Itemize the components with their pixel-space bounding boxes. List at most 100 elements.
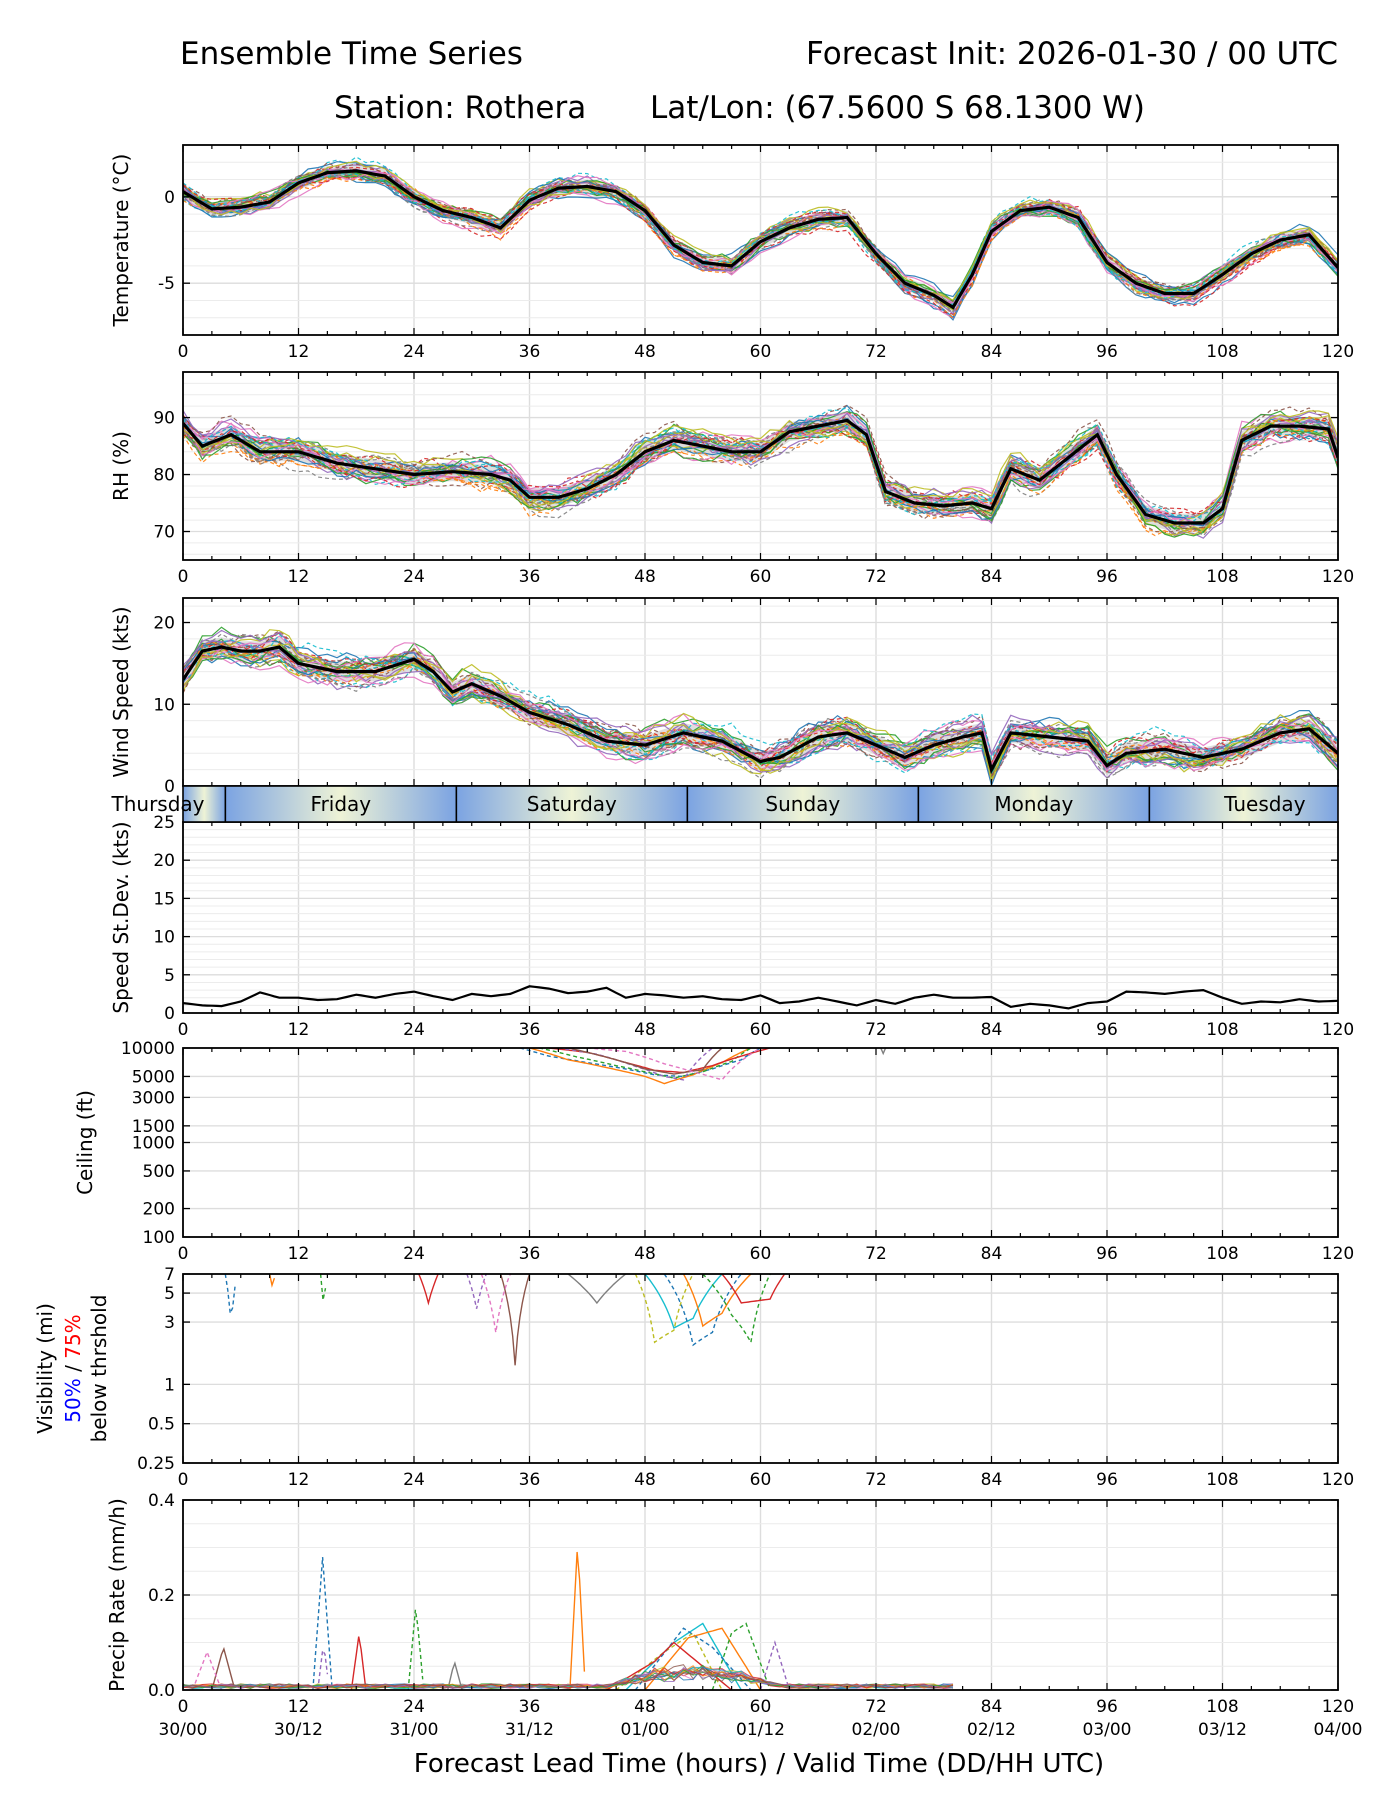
day-band-segment xyxy=(687,786,919,822)
vis-member-line xyxy=(721,1274,786,1304)
panel-vis: 75 3 1 0.5 0.250 12 24 36 48 60 72 84 96 108 120 Visibi… xyxy=(33,1265,1354,1490)
x-lead-tick-label: 12 xyxy=(288,1470,310,1490)
day-band-segment xyxy=(1149,786,1338,822)
x-lead-tick-label: 24 xyxy=(403,1697,425,1717)
vis-y-tick-label: 5 xyxy=(164,1284,175,1304)
sdev-y-axis-label: Speed St.Dev. (kts) xyxy=(109,821,133,1013)
vis-50-label: 50% xyxy=(61,1378,85,1422)
sdev-plot-area xyxy=(183,985,1338,1010)
precip-member-line xyxy=(447,1661,463,1690)
temp-spread-band xyxy=(183,164,1338,314)
precip-member-line xyxy=(211,1646,235,1690)
x-lead-tick-label: 36 xyxy=(519,1470,541,1490)
day-label: Monday xyxy=(994,792,1073,816)
rh-y-tick-label: 80 xyxy=(153,466,175,486)
x-lead-tick-label: 24 xyxy=(403,1244,425,1264)
sdev-y-tick-label: 20 xyxy=(153,851,175,871)
x-lead-tick-label: 60 xyxy=(750,342,772,362)
wind-y-tick-label: 0 xyxy=(164,777,175,797)
x-lead-tick-label: 24 xyxy=(403,342,425,362)
vis-member-line xyxy=(224,1274,236,1316)
ceiling-y-tick-label: 100 xyxy=(143,1228,175,1248)
x-lead-tick-label: 84 xyxy=(981,567,1003,587)
precip-member-line xyxy=(759,1640,791,1690)
wind-member-line xyxy=(183,633,1338,764)
x-lead-tick-label: 108 xyxy=(1206,1244,1238,1264)
panel-sdev: 25 20 15 10 5 00 12 24 36 48 60 72 84 96 108 120 Speed S… xyxy=(109,813,1354,1040)
wind-plot-area xyxy=(183,626,1338,786)
latlon-label: Lat/Lon: (67.5600 S 68.1300 W) xyxy=(650,90,1145,126)
x-valid-tick-label: 31/12 xyxy=(505,1720,554,1740)
vis-threshold-legend: 50% / 75% xyxy=(61,1314,85,1422)
rh-ensemble-mean-line xyxy=(183,418,1338,525)
rh-plot-area xyxy=(183,404,1338,539)
vis-threshold-label: below thrshold xyxy=(87,1295,111,1443)
title-right: Forecast Init: 2026-01-30 / 00 UTC xyxy=(806,36,1338,72)
x-lead-tick-label: 24 xyxy=(403,1470,425,1490)
precip-member-line xyxy=(569,1551,586,1690)
x-lead-tick-label: 72 xyxy=(865,567,887,587)
x-lead-tick-label: 0 xyxy=(178,1020,189,1040)
x-lead-tick-label: 48 xyxy=(634,1244,656,1264)
vis-y-tick-label: 1 xyxy=(164,1375,175,1395)
vis-member-line xyxy=(702,1274,771,1345)
x-lead-tick-label: 84 xyxy=(981,1697,1003,1717)
wind-member-line xyxy=(183,640,1338,783)
x-lead-tick-label: 12 xyxy=(288,1244,310,1264)
rh-member-line xyxy=(183,410,1338,532)
precip-member-line xyxy=(317,1648,329,1690)
temp-y-tick-label: 0 xyxy=(164,188,175,208)
vis-member-line xyxy=(319,1274,327,1301)
title-left: Ensemble Time Series xyxy=(180,36,523,72)
x-lead-tick-label: 96 xyxy=(1096,567,1118,587)
wind-member-line xyxy=(183,629,1338,773)
x-lead-tick-label: 120 xyxy=(1322,1697,1354,1717)
x-lead-tick-label: 84 xyxy=(981,1020,1003,1040)
day-label: Thursday xyxy=(111,792,205,816)
rh-member-line xyxy=(183,410,1338,526)
x-lead-tick-label: 120 xyxy=(1322,342,1354,362)
ceiling-y-tick-label: 1500 xyxy=(132,1117,175,1137)
vis-y-tick-label: 3 xyxy=(164,1313,175,1333)
vis-member-line xyxy=(268,1274,276,1288)
x-axis-label: Forecast Lead Time (hours) / Valid Time … xyxy=(414,1749,1104,1779)
wind-member-line xyxy=(183,647,1338,771)
ceiling-y-tick-label: 200 xyxy=(143,1200,175,1220)
wind-y-tick-label: 20 xyxy=(153,614,175,634)
panel-rh: 90 80 70 0 12 24 36 48 60 72 84 96 108 120 RH (%) xyxy=(109,371,1354,587)
x-lead-tick-label: 36 xyxy=(519,1020,541,1040)
x-lead-tick-label: 24 xyxy=(403,567,425,587)
x-lead-tick-label: 12 xyxy=(288,342,310,362)
x-lead-tick-label: 120 xyxy=(1322,1470,1354,1490)
x-lead-tick-label: 120 xyxy=(1322,1020,1354,1040)
vis-member-line xyxy=(466,1274,487,1309)
x-valid-tick-label: 01/00 xyxy=(621,1720,670,1740)
rh-member-line xyxy=(183,426,1338,524)
x-lead-tick-label: 108 xyxy=(1206,342,1238,362)
ceiling-grid xyxy=(183,1047,1338,1238)
x-lead-tick-label: 108 xyxy=(1206,1470,1238,1490)
sdev-y-tick-label: 5 xyxy=(164,966,175,986)
rh-y-tick-label: 90 xyxy=(153,409,175,429)
vis-y-axis-label: Visibility (mi) xyxy=(33,1303,57,1434)
x-lead-tick-label: 0 xyxy=(178,1697,189,1717)
vis-member-line xyxy=(480,1274,511,1333)
vis-y-tick-label: 0.5 xyxy=(148,1415,175,1435)
x-lead-tick-label: 120 xyxy=(1322,567,1354,587)
x-lead-tick-label: 72 xyxy=(865,1697,887,1717)
precip-member-line xyxy=(350,1636,367,1690)
precip-member-line xyxy=(312,1556,333,1690)
sdev-y-tick-label: 15 xyxy=(153,889,175,909)
precip-member-line xyxy=(711,1622,771,1690)
vis-75-label: 75% xyxy=(61,1314,85,1358)
x-lead-tick-label: 96 xyxy=(1096,1020,1118,1040)
wind-member-line xyxy=(183,643,1338,784)
precip-member-line xyxy=(407,1609,424,1690)
x-lead-tick-label: 60 xyxy=(750,1470,772,1490)
x-lead-tick-label: 48 xyxy=(634,1020,656,1040)
x-lead-tick-label: 0 xyxy=(178,567,189,587)
x-lead-tick-label: 12 xyxy=(288,567,310,587)
vis-y-tick-label: 0.25 xyxy=(137,1454,175,1474)
x-lead-tick-label: 84 xyxy=(981,342,1003,362)
